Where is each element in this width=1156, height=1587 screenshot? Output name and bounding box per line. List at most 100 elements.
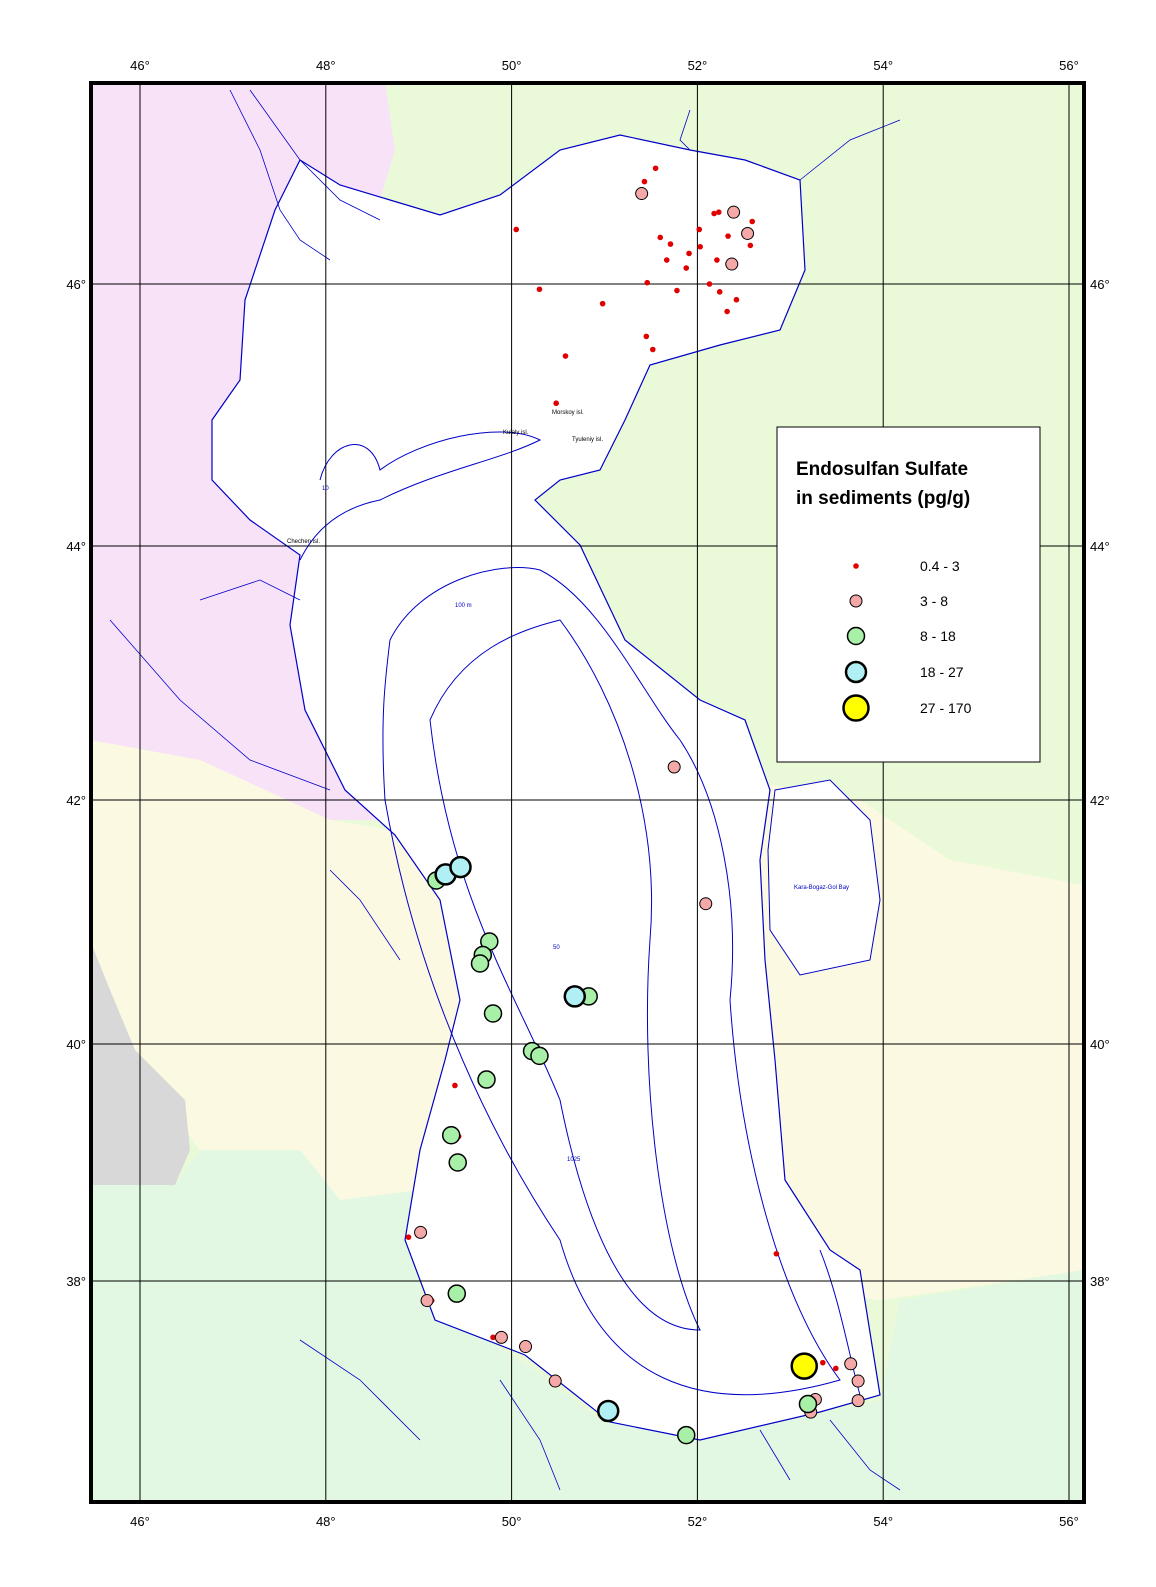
sample-point-1 xyxy=(657,234,664,241)
sample-point-5 xyxy=(790,1352,818,1380)
legend-label: 3 - 8 xyxy=(920,593,948,609)
sample-point-2 xyxy=(741,226,755,240)
legend-title-line2: in sediments (pg/g) xyxy=(796,488,970,509)
sample-point-3 xyxy=(677,1425,696,1445)
legend-title-line1: Endosulfan Sulfate xyxy=(796,459,968,480)
sample-point-1 xyxy=(749,218,756,225)
caspian-sea xyxy=(211,134,881,1441)
legend-symbol xyxy=(846,626,866,646)
sample-point-1 xyxy=(724,308,730,315)
sample-point-1 xyxy=(716,289,723,295)
rivers xyxy=(109,89,901,1491)
sample-point-3 xyxy=(530,1046,549,1066)
label-chechen-island: Chechen isl. xyxy=(287,539,320,545)
land-iran xyxy=(92,1150,1083,1501)
sample-point-1 xyxy=(553,400,559,407)
x-tick-label: 56° xyxy=(1059,1514,1079,1529)
sample-point-1 xyxy=(725,233,731,239)
y-tick-label: 38° xyxy=(66,1274,86,1289)
legend-symbol xyxy=(849,594,863,608)
sample-point-2 xyxy=(699,897,713,911)
label-kulaly-island: Kulaly isl. xyxy=(503,430,529,436)
x-tick-label: 48° xyxy=(316,1514,336,1529)
sample-point-1 xyxy=(405,1234,412,1240)
legend-label: 18 - 27 xyxy=(920,664,964,680)
y-tick-label: 42° xyxy=(1090,793,1110,808)
sample-points xyxy=(405,165,865,1445)
sample-point-1 xyxy=(667,241,674,247)
sample-point-4 xyxy=(563,985,587,1008)
sample-point-1 xyxy=(650,346,656,353)
sample-point-1 xyxy=(833,1365,839,1372)
label-depth-100: 100 m xyxy=(455,603,472,609)
sample-point-2 xyxy=(725,257,739,271)
sample-point-3 xyxy=(448,1153,467,1172)
label-kara-bogaz-gol-bay: Kara-Bogaz-Gol Bay xyxy=(794,885,849,891)
kara-bogaz-gol-bay xyxy=(767,779,881,976)
label-morskoy-island: Morskoy isl. xyxy=(552,410,584,416)
sample-point-1 xyxy=(652,165,659,172)
sample-point-1 xyxy=(706,281,713,287)
y-tick-label: 38° xyxy=(1090,1274,1110,1289)
axis-ticks: 46° 46° 48° 48° 50° 50° 52° 52° 54° 54° 56° 56° 46° 4… xyxy=(66,58,1109,1529)
sample-point-1 xyxy=(697,243,703,250)
land-armenia xyxy=(92,945,190,1185)
sample-point-1 xyxy=(641,178,648,185)
x-tick-label: 54° xyxy=(873,1514,893,1529)
sample-point-2 xyxy=(519,1340,533,1354)
legend-label: 8 - 18 xyxy=(920,628,956,644)
sample-point-3 xyxy=(441,1125,461,1145)
y-tick-label: 42° xyxy=(66,793,86,808)
land-azerbaijan-dagestan xyxy=(92,740,470,1200)
sample-point-2 xyxy=(851,1374,865,1388)
legend-label: 27 - 170 xyxy=(920,700,972,716)
sample-point-1 xyxy=(536,286,543,293)
x-tick-label: 56° xyxy=(1059,58,1079,73)
sample-point-1 xyxy=(674,287,680,294)
label-tyuleniy-island: Tyuleniy isl. xyxy=(572,437,603,443)
y-tick-label: 44° xyxy=(1090,539,1110,554)
sample-point-2 xyxy=(420,1294,434,1308)
y-tick-label: 40° xyxy=(1090,1037,1110,1052)
x-tick-label: 52° xyxy=(688,1514,708,1529)
sample-point-1 xyxy=(733,296,740,303)
sample-point-3 xyxy=(483,1004,503,1023)
sample-point-2 xyxy=(635,187,649,201)
sample-point-4 xyxy=(449,855,472,879)
sample-point-1 xyxy=(711,210,717,217)
label-depth-10: 10 xyxy=(322,486,329,492)
sample-point-3 xyxy=(798,1394,818,1414)
label-depth-50: 50 xyxy=(553,945,560,951)
sample-point-1 xyxy=(513,226,520,233)
sample-point-1 xyxy=(599,300,606,307)
sample-point-1 xyxy=(562,353,569,359)
x-tick-label: 50° xyxy=(502,58,522,73)
map-body: Morskoy isl. Kulaly isl. Tyuleniy isl. C… xyxy=(92,84,1083,1501)
sample-point-3 xyxy=(477,1070,496,1089)
sample-point-4 xyxy=(596,1399,620,1423)
y-tick-label: 46° xyxy=(66,277,86,292)
sample-point-1 xyxy=(696,226,703,233)
sample-point-1 xyxy=(683,265,690,271)
x-tick-label: 46° xyxy=(130,58,150,73)
x-tick-label: 50° xyxy=(502,1514,522,1529)
x-tick-label: 54° xyxy=(873,58,893,73)
y-tick-label: 46° xyxy=(1090,277,1110,292)
sample-point-1 xyxy=(686,250,692,257)
sample-point-3 xyxy=(470,954,490,973)
sample-point-1 xyxy=(715,209,722,215)
legend-symbol xyxy=(842,694,870,722)
x-tick-label: 52° xyxy=(688,58,708,73)
label-depth-1025: 1025 xyxy=(567,1157,581,1163)
sample-point-3 xyxy=(447,1284,467,1303)
sample-point-1 xyxy=(490,1334,496,1341)
x-tick-label: 48° xyxy=(316,58,336,73)
legend-symbol xyxy=(853,563,859,569)
sample-point-1 xyxy=(644,279,651,286)
sample-point-2 xyxy=(727,205,741,219)
sample-point-2 xyxy=(414,1225,428,1239)
sample-point-1 xyxy=(773,1250,780,1257)
legend-symbol xyxy=(844,660,868,684)
sample-point-2 xyxy=(494,1330,508,1344)
sample-point-1 xyxy=(820,1359,826,1366)
